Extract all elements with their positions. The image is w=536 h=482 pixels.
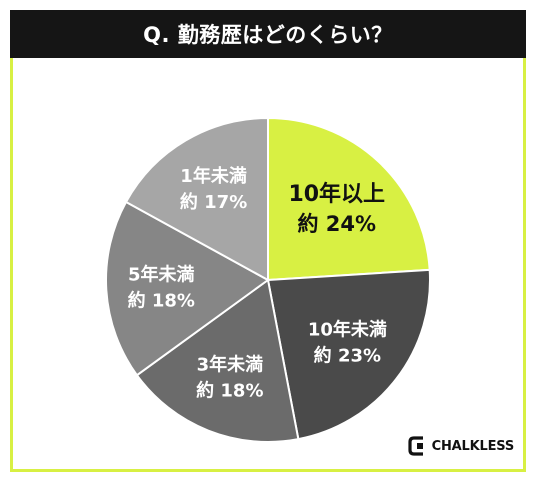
- pie-slice-1: [267, 116, 431, 282]
- slice-value-label: 約 18%: [196, 379, 263, 401]
- slice-value-label: 約 23%: [314, 345, 381, 367]
- slice-category-label: 5年未満: [128, 264, 195, 286]
- chart-title: Q. 勤務歴はどのくらい？: [143, 23, 393, 47]
- slice-category-label: 10年以上: [288, 181, 385, 207]
- slice-category-label: 10年未満: [308, 319, 387, 341]
- brand-name: CHALKLESS: [431, 438, 515, 454]
- slice-category-label: 1年未満: [180, 165, 247, 187]
- pie-slice-5: [124, 116, 269, 282]
- slice-value-label: 約 24%: [297, 212, 376, 236]
- pie-slice-3: [135, 278, 300, 443]
- slice-value-label: 約 17%: [180, 191, 247, 213]
- brand-logo: CHALKLESS: [408, 436, 514, 456]
- slice-value-label: 約 18%: [128, 290, 195, 312]
- pie-slice-2: [266, 268, 431, 441]
- slice-category-label: 3年未満: [197, 353, 264, 375]
- title-bar: Q. 勤務歴はどのくらい？: [10, 10, 526, 58]
- chalkless-logo-icon: [408, 436, 428, 456]
- pie-slice-4: [105, 200, 270, 377]
